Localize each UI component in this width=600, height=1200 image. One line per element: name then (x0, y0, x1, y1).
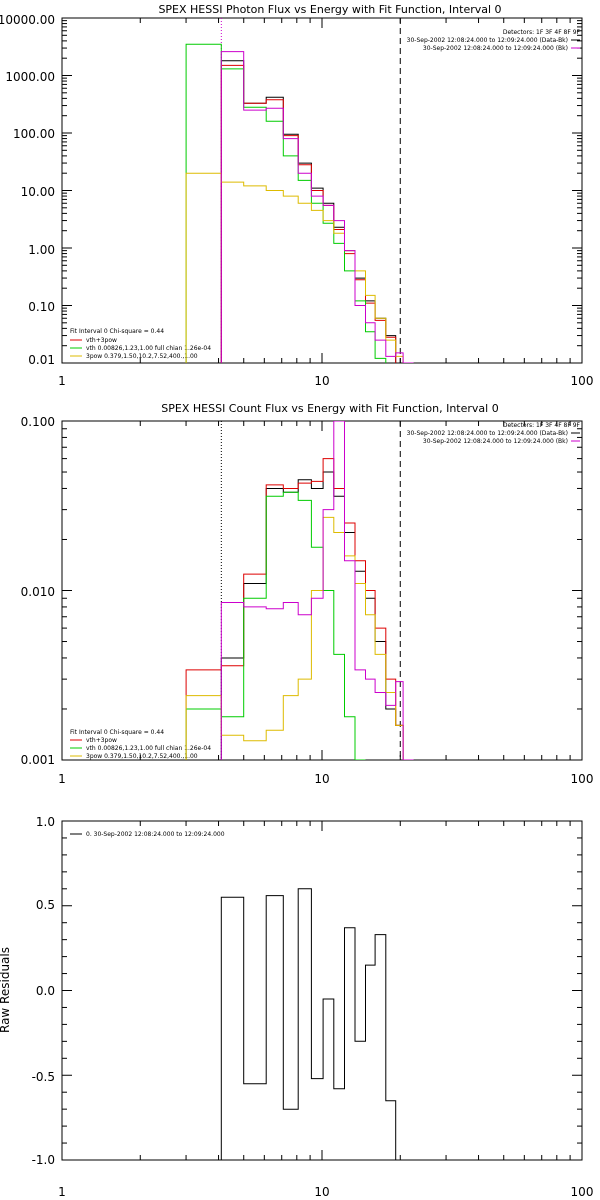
count-ytick-label-2: 0.100 (21, 415, 55, 429)
photon-detectors-label: Detectors: 1F 3F 4F 8F 9F (503, 29, 581, 36)
residuals-panel: 0. 30-Sep-2002 12:08:24.000 to 12:09:24.… (0, 815, 593, 1199)
count-xtick-label-2: 100 (571, 772, 594, 786)
photon-fit-label: Fit Interval 0 Chi-square = 0.44 (70, 328, 164, 335)
photon-xtick-label-2: 100 (571, 374, 594, 388)
photon-plot-area (61, 17, 583, 364)
residual-y-axis-title: Raw Residuals (0, 947, 12, 1033)
residual-xtick-label-0: 1 (58, 1185, 66, 1199)
residual-ytick-label-2: 0.0 (36, 984, 55, 998)
photon-xtick-label-0: 1 (58, 374, 66, 388)
count-series-vth (185, 491, 366, 760)
photon-ytick-label-3: 10.00 (21, 185, 55, 199)
count-ytick-label-0: 0.001 (21, 753, 55, 767)
photon-legend-label-0: vth+3pow (86, 337, 117, 344)
count-ytick-label-1: 0.010 (21, 585, 55, 599)
count-plot-area (61, 420, 583, 761)
photon-legend-label-2: 3pow 0.379,1.50,10.2,7.52,400.,1.00 (86, 353, 198, 360)
residual-legend-label: 0. 30-Sep-2002 12:08:24.000 to 12:09:24.… (86, 831, 225, 838)
count-legend-label-1: vth 0.00826,1.23,1.00 full chian 1.26e-0… (86, 745, 211, 752)
count-time-label-bk: 30-Sep-2002 12:08:24.000 to 12:09:24.000… (423, 438, 568, 445)
residual-ytick-label-4: 1.0 (36, 815, 55, 829)
residual-ytick-label-1: -0.5 (32, 1070, 55, 1084)
residual-plot-area (61, 820, 583, 1161)
count-series-vth-3pow (185, 458, 404, 760)
residual-ytick-label-0: -1.0 (32, 1153, 55, 1167)
photon-series-bk (220, 51, 414, 363)
count-series-3pow (185, 516, 404, 760)
photon-time-label-bk: 30-Sep-2002 12:08:24.000 to 12:09:24.000… (423, 45, 568, 52)
photon-flux-title: SPEX HESSI Photon Flux vs Energy with Fi… (158, 3, 501, 16)
residual-ytick-label-3: 0.5 (36, 898, 55, 912)
residual-xtick-label-2: 100 (571, 1185, 594, 1199)
count-legend-label-0: vth+3pow (86, 737, 117, 744)
photon-xtick-label-1: 10 (314, 374, 329, 388)
photon-series-vth (185, 43, 387, 363)
photon-ytick-label-0: 0.01 (28, 353, 55, 367)
photon-series-3pow (185, 172, 404, 363)
photon-time-label-data: 30-Sep-2002 12:08:24.000 to 12:09:24.000… (407, 37, 568, 44)
photon-ytick-label-4: 100.00 (13, 127, 55, 141)
photon-ytick-label-6: 10000.00 (0, 13, 55, 27)
residual-xtick-label-1: 10 (314, 1185, 329, 1199)
count-xtick-label-1: 10 (314, 772, 329, 786)
count-flux-panel: SPEX HESSI Count Flux vs Energy with Fit… (21, 402, 594, 786)
residual-axes-frame (61, 820, 583, 1161)
count-fit-label: Fit Interval 0 Chi-square = 0.44 (70, 729, 164, 736)
count-xtick-label-0: 1 (58, 772, 66, 786)
photon-flux-panel: SPEX HESSI Photon Flux vs Energy with Fi… (0, 3, 593, 388)
count-legend-label-2: 3pow 0.379,1.50,10.2,7.52,400.,1.00 (86, 753, 198, 760)
photon-ytick-label-5: 1000.00 (5, 70, 55, 84)
photon-series-data-bk (220, 60, 397, 363)
count-series-data-bk (220, 471, 404, 760)
count-time-label-data: 30-Sep-2002 12:08:24.000 to 12:09:24.000… (407, 430, 568, 437)
residual-series-0 (220, 888, 404, 1160)
photon-ytick-label-2: 1.00 (28, 243, 55, 257)
photon-ytick-label-1: 0.10 (28, 300, 55, 314)
photon-legend-label-1: vth 0.00826,1.23,1.00 full chian 1.26e-0… (86, 345, 211, 352)
count-series-bk (220, 421, 414, 760)
count-flux-title: SPEX HESSI Count Flux vs Energy with Fit… (161, 402, 498, 415)
